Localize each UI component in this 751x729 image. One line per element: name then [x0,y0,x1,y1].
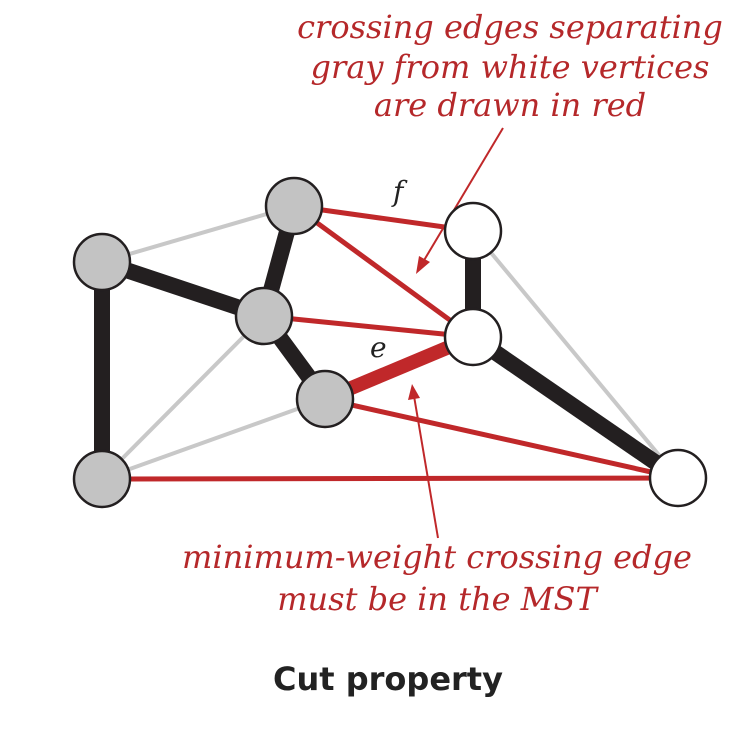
arrow-top-shaft [422,127,504,263]
vertex-g5 [72,449,132,509]
arrow-bottom-head [408,384,420,400]
arrow-bottom-shaft [413,395,439,539]
annotation-bottom-line-2: must be in the MST [277,580,599,618]
vertices-layer [72,176,708,509]
vertex-w1 [443,201,503,261]
caption: Cut property [273,660,503,698]
annotation-top-line-1: crossing edges separating [297,8,723,46]
edge-g2-g1 [101,204,295,264]
annotation-top-line-2: gray from white vertices [311,48,710,86]
edge-g3-g5 [100,314,266,481]
annotation-bottom-line-1: minimum-weight crossing edge [182,538,692,576]
edge-g4-g5 [101,397,326,481]
arrow-top-head [416,256,430,274]
edge-label-e: e [370,331,387,364]
arrows-layer [408,127,504,539]
edges-layer [94,203,683,485]
vertex-g2 [264,176,324,236]
edge-w1-w3 [471,229,680,480]
vertex-g4 [295,369,355,429]
vertex-g3 [234,286,294,346]
edge-g4-w3 [324,396,679,481]
edge-g5-w3 [101,475,679,482]
edge-w2-w3 [468,330,683,485]
annotation-top-line-3: are drawn in red [374,86,646,124]
edge-label-f: f [391,175,408,208]
vertex-w3 [648,448,708,508]
edge-g3-w2 [263,313,474,340]
vertex-g1 [72,232,132,292]
edge-g2-w2 [292,203,475,340]
vertex-w2 [443,307,503,367]
